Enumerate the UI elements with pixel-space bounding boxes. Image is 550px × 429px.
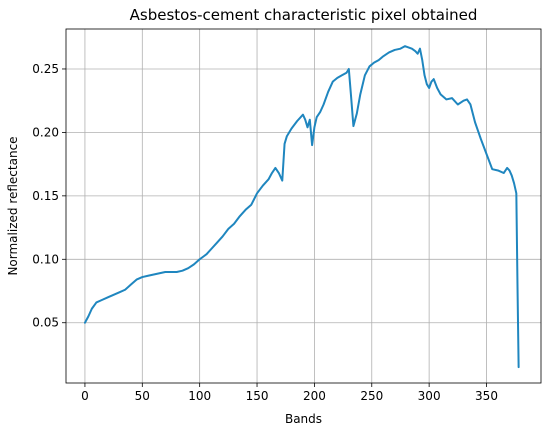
x-tick-label: 350 — [475, 389, 498, 403]
y-tick-label: 0.25 — [32, 62, 59, 76]
y-axis-label: Normalized reflectance — [6, 136, 20, 275]
reflectance-series-line — [83, 45, 520, 369]
x-tick-label: 200 — [303, 389, 326, 403]
x-tick-label: 250 — [360, 389, 383, 403]
y-tick-label: 0.05 — [32, 316, 59, 330]
x-tick-label: 150 — [246, 389, 269, 403]
series-layer — [83, 45, 520, 369]
ticks: 0 50 100 150 200 250 300 350 0.05 0.10 0.15 0.20 0.2… — [32, 62, 498, 403]
y-tick-label: 0.20 — [32, 125, 59, 139]
x-tick-label: 0 — [81, 389, 89, 403]
x-axis-label: Bands — [285, 412, 322, 426]
chart-title: Asbestos-cement characteristic pixel obt… — [130, 6, 478, 24]
y-tick-label: 0.10 — [32, 252, 59, 266]
x-tick-label: 300 — [418, 389, 441, 403]
plot-frame — [65, 28, 542, 384]
y-tick-label: 0.15 — [32, 189, 59, 203]
x-tick-label: 100 — [188, 389, 211, 403]
x-tick-label: 50 — [135, 389, 150, 403]
grid — [66, 29, 541, 383]
